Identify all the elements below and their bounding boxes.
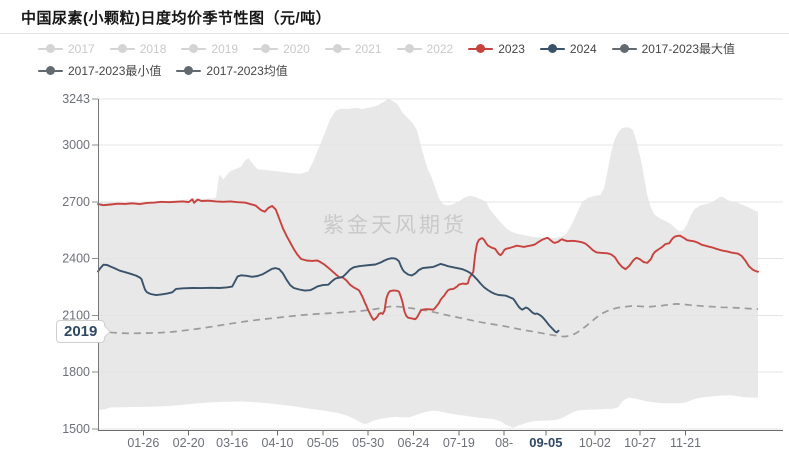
legend-marker-icon	[181, 44, 207, 53]
x-tick-label: 03-16	[216, 436, 248, 450]
watermark-text: 紫金天风期货	[323, 214, 467, 237]
legend-marker-icon	[539, 44, 565, 53]
legend-row-1: 2017 2018 2019 2020 2021 2022 2023 2024 …	[38, 40, 735, 57]
x-tick-label: 01-26	[127, 436, 159, 450]
legend-label: 2017-2023最大值	[641, 42, 736, 56]
legend-marker-icon	[396, 44, 422, 53]
x-tick-label: 05-30	[352, 436, 384, 450]
legend-label: 2022	[426, 41, 454, 56]
x-tick-label: 02-20	[173, 436, 205, 450]
x-tick-label: 10-27	[624, 436, 656, 450]
latest-value-badge: 2019	[56, 319, 106, 343]
legend-item-2021[interactable]: 2021	[324, 41, 382, 56]
legend-marker-icon	[611, 44, 637, 53]
x-tick-label-current: 09-05	[529, 435, 562, 450]
legend-marker-icon	[109, 44, 135, 53]
legend-label: 2021	[354, 41, 382, 56]
legend-item-2017-2023-max[interactable]: 2017-2023最大值	[611, 40, 736, 57]
legend-label: 2017-2023均值	[206, 64, 288, 78]
legend-label: 2017-2023最小值	[68, 64, 162, 78]
x-tick-label: 06-24	[398, 436, 430, 450]
legend-label: 2018	[139, 41, 167, 56]
y-tick-label: 3243	[62, 92, 90, 106]
min-max-band	[98, 99, 758, 428]
legend-label: 2017	[68, 41, 95, 56]
x-tick-label: 05-05	[307, 436, 339, 450]
mean-line	[97, 303, 759, 338]
y-tick-label: 3000	[62, 138, 90, 152]
legend-item-2024[interactable]: 2024	[539, 41, 597, 56]
y-tick-label: 2700	[62, 195, 90, 209]
legend-marker-icon	[176, 66, 202, 75]
x-tick-label: 07-19	[443, 436, 475, 450]
legend-label: 2019	[211, 41, 239, 56]
legend-item-2019[interactable]: 2019	[181, 42, 238, 56]
legend-item-2020[interactable]: 2020	[253, 42, 310, 56]
legend-label: 2024	[569, 41, 597, 56]
legend-marker-icon	[38, 44, 63, 53]
y-tick-label: 2400	[62, 252, 90, 266]
x-tick-label: 10-02	[579, 436, 611, 450]
x-tick-label: 11-21	[670, 436, 701, 450]
legend-item-2018[interactable]: 2018	[109, 41, 167, 56]
legend-marker-icon	[38, 66, 63, 75]
y-tick-label: 1800	[62, 365, 90, 379]
x-tick-label: 04-10	[262, 436, 294, 450]
x-tick-label: 08-	[495, 436, 513, 450]
legend-item-2017-2023-min[interactable]: 2017-2023最小值	[38, 62, 161, 79]
legend-marker-icon	[468, 44, 494, 53]
legend-item-2017[interactable]: 2017	[38, 42, 95, 56]
legend-item-2023[interactable]: 2023	[468, 42, 525, 56]
page-title: 中国尿素(小颗粒)日度均价季节性图（元/吨）	[21, 10, 332, 27]
y-tick-label: 1500	[62, 422, 90, 436]
legend-row-2: 2017-2023最小值 2017-2023均值	[38, 62, 288, 79]
legend-marker-icon	[253, 44, 279, 53]
series-line-2023	[97, 198, 759, 321]
legend-label: 2023	[498, 41, 525, 56]
title-divider	[0, 33, 789, 34]
legend-item-2022[interactable]: 2022	[396, 41, 454, 56]
legend-marker-icon	[324, 44, 350, 53]
legend-label: 2020	[283, 41, 310, 56]
series-line-2024	[97, 257, 560, 334]
legend-item-2017-2023-mean[interactable]: 2017-2023均值	[176, 62, 288, 79]
y-tick-label: 2100	[62, 308, 90, 322]
